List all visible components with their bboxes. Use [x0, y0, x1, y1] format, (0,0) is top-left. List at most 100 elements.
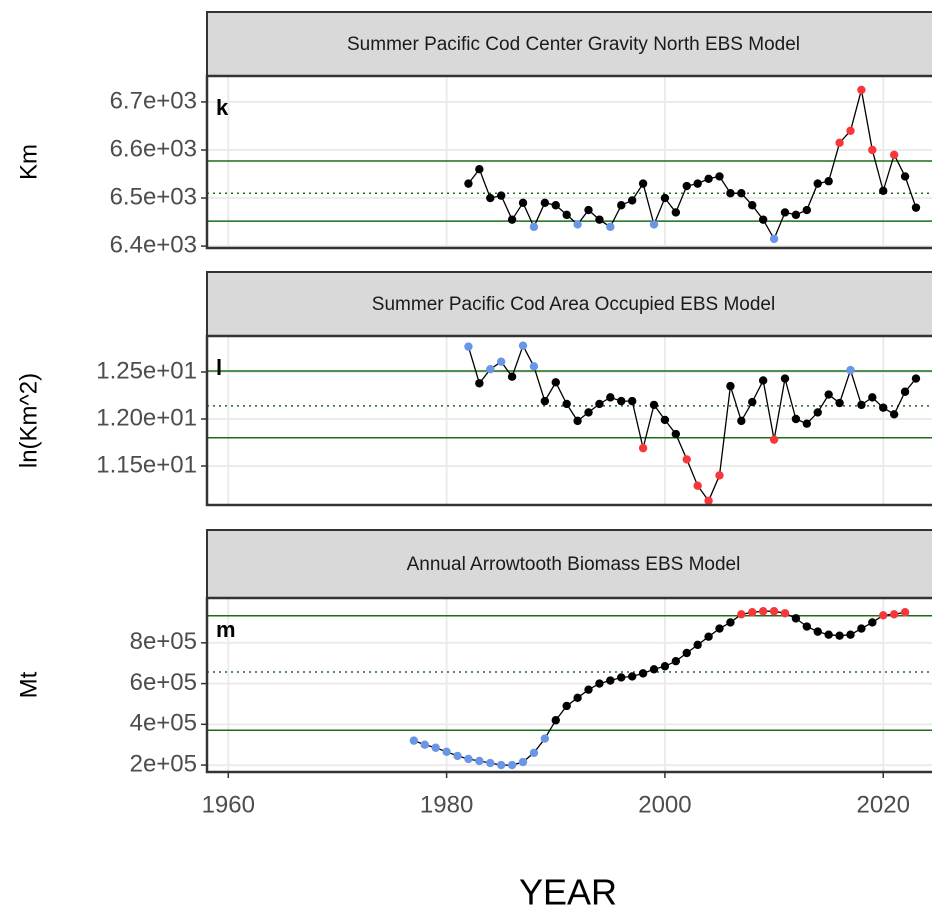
point — [693, 640, 702, 650]
y-tick-label: 2e+05 — [130, 750, 197, 777]
point — [431, 743, 440, 752]
plot-area — [207, 336, 932, 505]
point — [911, 203, 921, 212]
point — [606, 393, 615, 402]
point — [879, 403, 888, 412]
y-tick-label: 6.6e+03 — [110, 135, 197, 162]
point — [660, 193, 670, 203]
point — [726, 189, 735, 198]
point — [857, 624, 866, 633]
point — [682, 181, 691, 191]
point — [879, 611, 888, 620]
point — [715, 172, 724, 181]
point — [791, 414, 801, 424]
point — [737, 610, 746, 619]
point — [627, 396, 637, 406]
point — [824, 390, 833, 399]
point — [769, 234, 779, 244]
point — [900, 387, 910, 396]
point — [846, 126, 855, 135]
point — [595, 215, 604, 224]
point — [911, 374, 921, 383]
y-axis-label: Mt — [15, 671, 42, 698]
point — [409, 736, 419, 745]
point — [671, 656, 681, 666]
point — [813, 408, 822, 417]
y-tick-label: 6.4e+03 — [110, 231, 197, 258]
x-axis-label: YEAR — [519, 872, 617, 913]
x-tick-label: 1980 — [420, 791, 473, 818]
point — [638, 179, 648, 188]
point — [486, 193, 495, 203]
point — [660, 415, 670, 425]
series-line — [413, 610, 906, 766]
point — [518, 341, 528, 350]
point — [769, 607, 779, 616]
y-tick-label: 6e+05 — [130, 669, 197, 696]
point — [475, 379, 484, 388]
point — [617, 396, 626, 406]
panel-border — [205, 74, 932, 250]
point — [671, 429, 681, 439]
panel-border — [205, 596, 932, 774]
y-axis-label: ln(Km^2) — [15, 373, 42, 468]
point — [715, 624, 724, 633]
point — [518, 757, 528, 767]
point — [693, 179, 702, 188]
y-tick-label: 1.20e+01 — [96, 404, 197, 431]
point — [562, 399, 571, 409]
point — [791, 614, 801, 623]
point — [802, 205, 812, 215]
point — [758, 215, 768, 224]
point — [868, 618, 877, 627]
point — [802, 622, 812, 631]
point — [573, 220, 582, 229]
point — [573, 416, 582, 426]
point — [726, 618, 735, 627]
point — [649, 400, 659, 410]
point — [617, 673, 626, 682]
point — [475, 165, 484, 174]
strip — [206, 271, 932, 337]
point — [627, 196, 637, 205]
point — [857, 85, 866, 95]
point — [889, 410, 899, 419]
strip-title: Annual Arrowtooth Biomass EBS Model — [407, 554, 741, 575]
x-tick-label: 1960 — [202, 791, 255, 818]
point — [715, 471, 724, 480]
point — [704, 496, 713, 505]
point — [813, 627, 822, 636]
point — [791, 210, 801, 220]
point — [453, 751, 462, 761]
point — [496, 760, 506, 770]
point — [889, 610, 899, 619]
point — [573, 693, 582, 703]
point — [835, 398, 844, 408]
point — [551, 201, 560, 210]
point — [769, 435, 779, 444]
point — [726, 381, 735, 391]
point — [551, 378, 560, 387]
point — [748, 608, 757, 617]
strip-title: Summer Pacific Cod Area Occupied EBS Mod… — [372, 294, 775, 315]
point — [507, 215, 517, 224]
point — [693, 481, 702, 490]
point — [660, 662, 670, 671]
point — [627, 672, 637, 681]
point — [824, 630, 833, 639]
point — [682, 648, 691, 658]
point — [758, 607, 768, 616]
point — [780, 609, 790, 618]
point — [737, 189, 746, 198]
point — [464, 179, 473, 188]
panel-tag: k — [216, 95, 229, 120]
plot-area — [207, 598, 932, 772]
point — [879, 186, 888, 196]
point — [758, 376, 768, 385]
point — [529, 748, 539, 758]
point — [748, 397, 757, 407]
point — [584, 685, 593, 694]
point — [682, 455, 691, 464]
point — [464, 754, 473, 764]
point — [704, 174, 713, 184]
